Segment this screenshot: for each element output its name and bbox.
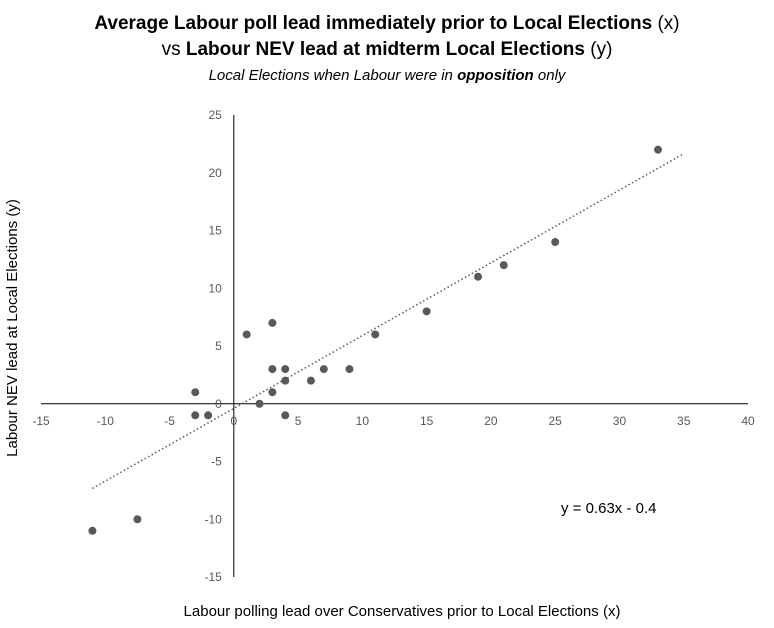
data-point: [281, 376, 290, 385]
x-tick-label: 30: [613, 414, 627, 428]
chart-title-line-2: vs Labour NEV lead at midterm Local Elec…: [0, 39, 774, 61]
data-point: [422, 307, 431, 316]
subtitle-bold: opposition: [457, 67, 534, 84]
data-point: [204, 411, 213, 420]
data-point: [255, 399, 264, 408]
y-tick-label: 5: [215, 339, 222, 353]
x-axis-title: Labour polling lead over Conservatives p…: [184, 603, 621, 620]
y-tick-label: 10: [208, 281, 222, 295]
data-point: [345, 365, 354, 374]
data-point: [654, 145, 663, 154]
data-point: [474, 272, 483, 281]
x-tick-label: 0: [230, 414, 237, 428]
subtitle-part-2: only: [533, 67, 566, 84]
chart-title-bold: Average Labour poll lead immediately pri…: [94, 13, 653, 34]
x-tick-label: -15: [32, 414, 50, 428]
y-tick-label: 20: [208, 166, 222, 180]
data-point: [268, 318, 277, 327]
x-tick-label: 40: [741, 414, 755, 428]
subtitle-part-1: Local Elections when Labour were in: [208, 67, 458, 84]
data-point: [268, 365, 277, 374]
x-tick-label: -10: [97, 414, 115, 428]
chart-subtitle: Local Elections when Labour were in oppo…: [0, 67, 774, 84]
data-point: [88, 526, 97, 535]
x-tick-label: -5: [164, 414, 175, 428]
y-tick-label: -5: [211, 455, 222, 469]
x-tick-label: 35: [677, 414, 691, 428]
data-point: [268, 388, 277, 397]
chart-title-x-marker: (x): [652, 13, 680, 34]
y-tick-label: -15: [204, 570, 222, 584]
y-tick-label: 15: [208, 224, 222, 238]
data-point: [319, 365, 328, 374]
y-axis-title: Labour NEV lead at Local Elections (y): [4, 199, 21, 457]
data-point: [281, 365, 290, 374]
trendline-equation: y = 0.63x - 0.4: [561, 500, 656, 517]
data-point: [371, 330, 380, 339]
data-point: [499, 261, 508, 270]
data-point: [551, 238, 560, 247]
x-tick-label: 25: [549, 414, 563, 428]
x-tick-label: 15: [420, 414, 434, 428]
data-point: [306, 376, 315, 385]
x-tick-label: 10: [356, 414, 370, 428]
chart-title-bold-2: Labour NEV lead at midterm Local Electio…: [185, 39, 585, 60]
y-tick-label: -10: [204, 512, 222, 526]
data-point: [191, 388, 200, 397]
trendline: [92, 153, 685, 490]
data-point: [281, 411, 290, 420]
data-point: [191, 411, 200, 420]
chart-title-y-marker: (y): [584, 39, 613, 60]
data-point: [133, 515, 142, 524]
chart-title-line-1: Average Labour poll lead immediately pri…: [0, 13, 774, 35]
chart-title-vs: vs: [161, 39, 186, 60]
y-tick-label: 25: [208, 108, 222, 122]
y-tick-label: 0: [215, 397, 222, 411]
data-point: [242, 330, 251, 339]
x-tick-label: 5: [295, 414, 302, 428]
x-tick-label: 20: [484, 414, 498, 428]
